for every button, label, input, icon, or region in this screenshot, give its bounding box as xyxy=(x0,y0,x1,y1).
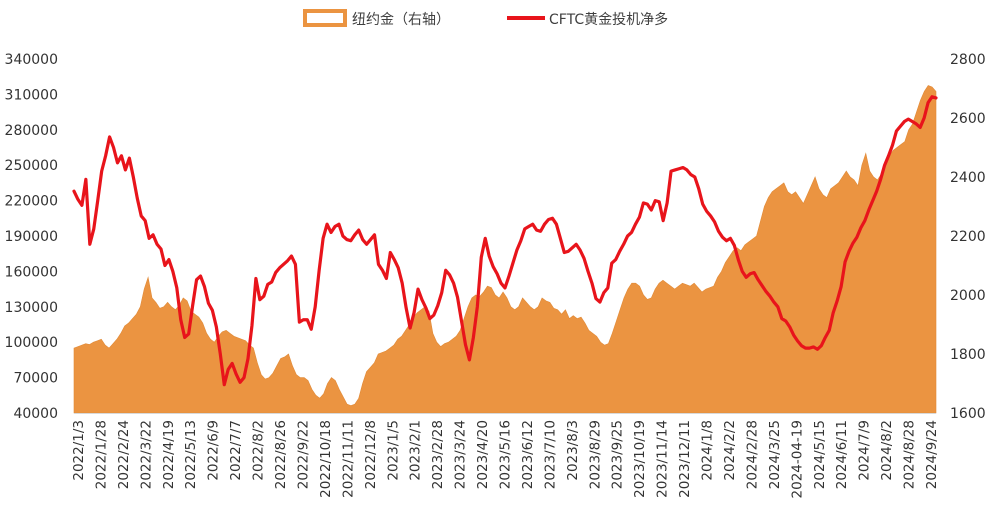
left-y-tick-label: 70000 xyxy=(13,371,58,387)
x-tick-label: 2022/1/3 xyxy=(71,420,87,481)
legend: 纽约金（右轴） CFTC黄金投机净多 xyxy=(303,9,668,28)
legend-gold-label: 纽约金（右轴） xyxy=(352,12,450,28)
x-tick-label: 2024/3/25 xyxy=(767,420,783,489)
x-tick-label: 2023/9/25 xyxy=(610,420,626,489)
x-tick-label: 2024/8/28 xyxy=(902,420,918,489)
x-tick-label: 2023/1/5 xyxy=(385,420,401,481)
x-tick-label: 2022/11/11 xyxy=(340,420,356,498)
right-y-tick-label: 1600 xyxy=(950,406,986,422)
x-tick-label: 2024/5/15 xyxy=(812,420,828,489)
x-tick-label: 2022/8/2 xyxy=(251,420,267,481)
left-y-tick-label: 310000 xyxy=(5,87,58,103)
left-y-tick-label: 250000 xyxy=(5,158,58,174)
x-tick-label: 2022/9/22 xyxy=(296,420,312,489)
left-y-tick-label: 220000 xyxy=(5,194,58,210)
x-tick-label: 2024/2/28 xyxy=(744,420,760,489)
left-y-tick-label: 190000 xyxy=(5,229,58,245)
x-tick-label: 2023/6/12 xyxy=(520,420,536,489)
x-tick-label: 2024/7/9 xyxy=(857,420,873,481)
left-y-tick-label: 40000 xyxy=(13,406,58,422)
x-tick-label: 2023/2/1 xyxy=(408,420,424,481)
x-tick-label: 2022/10/18 xyxy=(318,420,334,498)
plot-area xyxy=(72,85,938,414)
x-tick-label: 2023/12/11 xyxy=(677,420,693,498)
x-tick-label: 2022/1/28 xyxy=(93,420,109,489)
legend-gold-swatch xyxy=(303,9,347,27)
right-y-tick-label: 1800 xyxy=(950,347,986,363)
right-y-axis: 2800 2600 2400 2200 2000 1800 1600 xyxy=(950,52,986,422)
x-tick-label: 2023/7/10 xyxy=(542,420,558,489)
x-tick-label: 2023/2/28 xyxy=(430,420,446,489)
x-tick-label: 2022/4/19 xyxy=(161,420,177,489)
x-tick-label: 2023/4/20 xyxy=(475,420,491,489)
x-tick-label: 2022/3/22 xyxy=(138,420,154,489)
x-tick-label: 2023/5/16 xyxy=(498,420,514,489)
x-tick-label: 2024/6/11 xyxy=(834,420,850,489)
left-y-tick-label: 130000 xyxy=(5,300,58,316)
legend-cftc-label: CFTC黄金投机净多 xyxy=(549,11,668,28)
left-y-tick-label: 100000 xyxy=(5,335,58,351)
right-y-tick-label: 2600 xyxy=(950,111,986,127)
x-axis: 2022/1/3 2022/1/28 2022/2/24 2022/3/22 2022/… xyxy=(71,413,940,498)
right-y-tick-label: 2000 xyxy=(950,288,986,304)
right-y-tick-label: 2200 xyxy=(950,229,986,245)
x-tick-label: 2024/1/8 xyxy=(700,420,716,481)
x-tick-label: 2022/8/26 xyxy=(273,420,289,489)
x-tick-label: 2023/3/24 xyxy=(453,420,469,489)
cftc-net-long-line xyxy=(72,95,938,387)
x-tick-label: 2024/8/2 xyxy=(879,420,895,481)
right-y-tick-label: 2800 xyxy=(950,52,986,68)
x-tick-label: 2022/7/7 xyxy=(228,420,244,481)
x-tick-label: 2022/12/8 xyxy=(363,420,379,489)
left-y-tick-label: 280000 xyxy=(5,123,58,139)
x-tick-label: 2024-04-19 xyxy=(789,420,805,498)
x-tick-label: 2024/2/2 xyxy=(722,420,738,481)
x-tick-label: 2023/10/19 xyxy=(632,420,648,498)
x-tick-label: 2023/8/29 xyxy=(587,420,603,489)
x-tick-label: 2023/11/14 xyxy=(655,420,671,498)
x-tick-label: 2022/2/24 xyxy=(116,420,132,489)
gold-price-area xyxy=(73,85,937,414)
left-y-axis: 340000 310000 280000 250000 220000 190000 1600… xyxy=(5,52,58,422)
right-y-tick-label: 2400 xyxy=(950,170,986,186)
left-y-tick-label: 160000 xyxy=(5,264,58,280)
x-tick-label: 2022/5/13 xyxy=(183,420,199,489)
x-tick-label: 2024/9/24 xyxy=(924,420,940,489)
x-tick-label: 2022/6/9 xyxy=(206,420,222,481)
left-y-tick-label: 340000 xyxy=(5,52,58,68)
x-tick-label: 2023/8/3 xyxy=(565,420,581,481)
